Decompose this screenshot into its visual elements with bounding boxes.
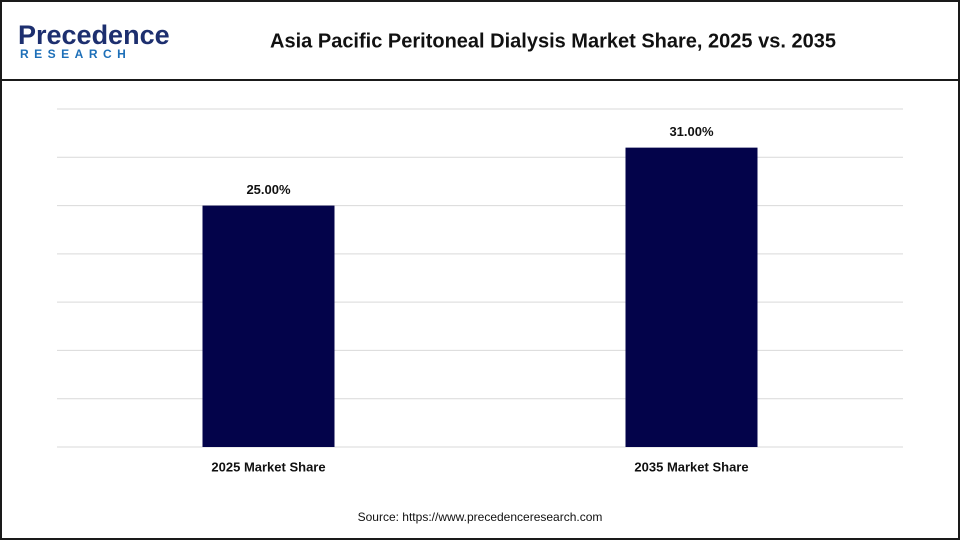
x-tick-label: 2025 Market Share [211, 459, 325, 474]
source: Source: https://www.precedenceresearch.c… [358, 510, 603, 524]
logo-name: Precedence [18, 20, 170, 50]
bar [625, 147, 758, 447]
data-label: 25.00% [246, 182, 291, 197]
data-label: 31.00% [669, 124, 714, 139]
x-tick-label: 2035 Market Share [634, 459, 748, 474]
logo-tagline: RESEARCH [20, 47, 131, 61]
bar [202, 205, 335, 447]
chart-title: Asia Pacific Peritoneal Dialysis Market … [270, 30, 836, 52]
